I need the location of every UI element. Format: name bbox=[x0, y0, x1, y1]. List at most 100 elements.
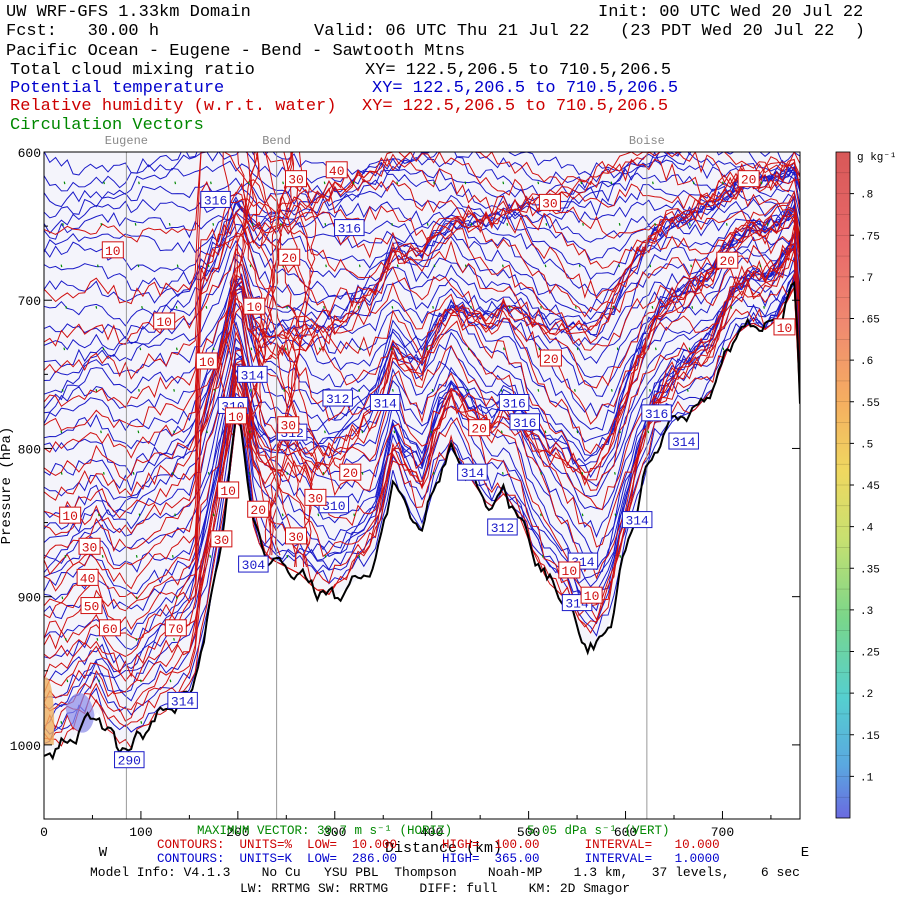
east-direction-label: E bbox=[801, 845, 809, 861]
circulation-vector bbox=[649, 264, 652, 268]
rh-contour-line bbox=[44, 285, 800, 732]
circulation-vector bbox=[96, 638, 99, 641]
colorbar-tick-label: .15 bbox=[860, 731, 880, 743]
field-rh-xy: XY= 122.5,206.5 to 710.5,206.5 bbox=[362, 97, 669, 116]
circulation-vector bbox=[502, 181, 505, 185]
circulation-vector bbox=[61, 596, 64, 600]
circulation-vector bbox=[212, 513, 215, 517]
circulation-vector bbox=[101, 555, 104, 558]
theta-contour-line bbox=[44, 198, 800, 414]
circulation-vector bbox=[358, 264, 361, 268]
rh-contour-label: 70 bbox=[164, 619, 187, 637]
theta-contour-line bbox=[44, 152, 800, 208]
rh-contour-label: 10 bbox=[153, 312, 176, 330]
y-axis-label: Pressure (hPa) bbox=[0, 427, 15, 545]
theta-contour-label: 312 bbox=[487, 518, 518, 536]
colorbar-tick-label: .6 bbox=[860, 356, 873, 368]
circulation-vector bbox=[324, 430, 326, 434]
circulation-vector bbox=[140, 721, 143, 724]
theta-contour-line bbox=[44, 208, 800, 410]
circulation-vector bbox=[66, 679, 69, 683]
theta-contour-label-text: 314 bbox=[171, 694, 195, 709]
field-cloud-xy: XY= 122.5,206.5 to 710.5,206.5 bbox=[365, 61, 672, 80]
theta-contour-label-text: 290 bbox=[118, 754, 141, 769]
theta-contour-label: 314 bbox=[167, 691, 198, 709]
max-vector-horiz: MAXIMUM VECTOR: 30.7 m s⁻¹ (HORIZ) bbox=[197, 824, 453, 838]
rh-contour-label-text: 10 bbox=[156, 315, 172, 330]
rh-contour-label: 10 bbox=[101, 241, 124, 259]
circulation-vector bbox=[139, 679, 142, 683]
theta-contour-label: 314 bbox=[369, 393, 401, 411]
rh-contour-line bbox=[44, 190, 800, 576]
circulation-vector bbox=[97, 513, 100, 517]
theta-contour-label: 304 bbox=[238, 555, 269, 573]
circulation-vector bbox=[359, 347, 361, 351]
circulation-vector bbox=[100, 430, 102, 434]
circulation-vector bbox=[323, 181, 326, 185]
circulation-vector bbox=[173, 430, 175, 434]
circulation-vector bbox=[500, 389, 503, 392]
circulation-vector bbox=[433, 264, 436, 268]
rh-contour-line bbox=[249, 152, 274, 556]
circulation-vector bbox=[614, 472, 616, 475]
rh-contour-line bbox=[44, 224, 800, 607]
theta-contour-line bbox=[44, 170, 800, 292]
rh-contour-label-text: 30 bbox=[542, 196, 558, 211]
theta-contour-label-text: 312 bbox=[326, 392, 349, 407]
rh-contour-label-text: 20 bbox=[342, 466, 358, 481]
theta-contour-line bbox=[44, 166, 800, 235]
circulation-vector bbox=[284, 347, 287, 351]
rh-contour-label: 30 bbox=[538, 193, 561, 211]
rh-contour-line bbox=[44, 182, 800, 481]
circulation-vector bbox=[396, 181, 399, 185]
rh-contour-line bbox=[44, 152, 800, 243]
theta-contour-line bbox=[44, 247, 800, 543]
x-tick-label: 600 bbox=[614, 825, 637, 840]
circulation-vector bbox=[175, 347, 178, 351]
forecast-hour: Fcst: 30.00 h bbox=[6, 22, 160, 41]
circulation-vector bbox=[139, 347, 142, 351]
rh-contour-label-text: 20 bbox=[741, 173, 757, 188]
circulation-vector bbox=[391, 306, 394, 309]
circulation-vector bbox=[63, 181, 66, 185]
circulation-vector bbox=[688, 223, 691, 226]
circulation-vector bbox=[249, 389, 252, 392]
circulation-vector bbox=[63, 347, 66, 351]
rh-contour-label-text: 10 bbox=[584, 589, 600, 604]
rh-contour-info: CONTOURS: UNITS=% LOW= 10.000 HIGH= 100.… bbox=[157, 838, 720, 852]
terrain-profile-line bbox=[44, 281, 800, 761]
theta-contour-label: 314 bbox=[457, 463, 488, 481]
circulation-vector bbox=[576, 430, 579, 434]
theta-contour-line bbox=[44, 185, 800, 327]
circulation-vector bbox=[357, 306, 360, 309]
circulation-vector bbox=[248, 472, 251, 475]
colorbar-tick-label: .25 bbox=[860, 648, 880, 660]
circulation-vector bbox=[618, 264, 620, 268]
circulation-vector bbox=[730, 306, 733, 309]
theta-contour-label: 314 bbox=[237, 365, 268, 383]
rh-contour-label: 20 bbox=[278, 248, 301, 266]
rh-contour-line bbox=[44, 152, 800, 305]
circulation-vector bbox=[95, 306, 98, 309]
circulation-vector bbox=[137, 430, 140, 434]
rh-contour-label: 20 bbox=[247, 500, 270, 518]
circulation-vector bbox=[206, 430, 208, 434]
rh-contour-label-text: 20 bbox=[281, 251, 297, 266]
circulation-vector bbox=[169, 679, 172, 683]
rh-contour-label-text: 10 bbox=[220, 484, 236, 499]
circulation-vector bbox=[619, 430, 621, 434]
rh-contour-label: 30 bbox=[285, 170, 307, 188]
circulation-vector bbox=[62, 223, 64, 226]
field-theta-xy: XY= 122.5,206.5 to 710.5,206.5 bbox=[372, 79, 679, 98]
y-tick-label: 900 bbox=[18, 591, 41, 606]
rh-contour-line bbox=[44, 213, 800, 519]
theta-contour-label-text: 304 bbox=[242, 558, 266, 573]
rh-contour-label: 10 bbox=[217, 481, 240, 499]
circulation-vector bbox=[358, 389, 361, 392]
theta-contour-label: 316 bbox=[334, 219, 365, 237]
x-tick-label: 100 bbox=[129, 825, 152, 840]
circulation-vector bbox=[691, 306, 694, 309]
circulation-vector bbox=[60, 430, 63, 434]
circulation-vector bbox=[60, 472, 63, 475]
